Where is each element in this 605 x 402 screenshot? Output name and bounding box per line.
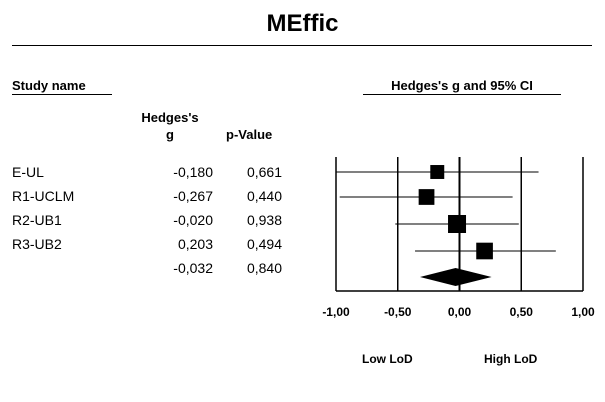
x-tick-label: -1,00 [322,305,350,319]
hedges-g-cell: 0,203 [177,236,213,252]
study-name-cell: R1-UCLM [12,188,75,204]
x-tick-label: 0,50 [510,305,534,319]
pvalue-header: p-Value [226,127,273,142]
title-rule [12,45,592,46]
ci-header: Hedges's g and 95% CI [363,78,561,95]
effect-size-marker [448,215,467,233]
summary-diamond [419,268,492,286]
pvalue-cell: 0,494 [246,236,282,252]
hedges-g-cell: -0,180 [173,164,213,180]
summary-g-cell: -0,032 [173,260,213,276]
x-tick-label: -0,50 [384,305,412,319]
effect-size-marker [476,242,493,260]
chart-title: MEffic [266,10,339,37]
study-name-header: Study name [12,78,112,95]
study-name-cell: R3-UB2 [12,236,62,252]
study-name-cell: R2-UB1 [12,212,62,228]
high-lod-label: High LoD [484,352,538,366]
pvalue-cell: 0,938 [246,212,282,228]
g-header-line2: g [166,127,174,142]
pvalue-cell: 0,661 [246,164,282,180]
x-tick-label: 1,00 [571,305,595,319]
study-name-cell: E-UL [12,164,44,180]
effect-size-marker [418,189,435,205]
x-tick-label: 0,00 [448,305,472,319]
hedges-g-cell: -0,267 [173,188,213,204]
hedges-g-cell: -0,020 [173,212,213,228]
effect-size-marker [430,165,445,179]
low-lod-label: Low LoD [362,352,413,366]
pvalue-cell: 0,440 [246,188,282,204]
g-header-line1: Hedges's [141,110,199,125]
summary-pvalue-cell: 0,840 [246,260,282,276]
